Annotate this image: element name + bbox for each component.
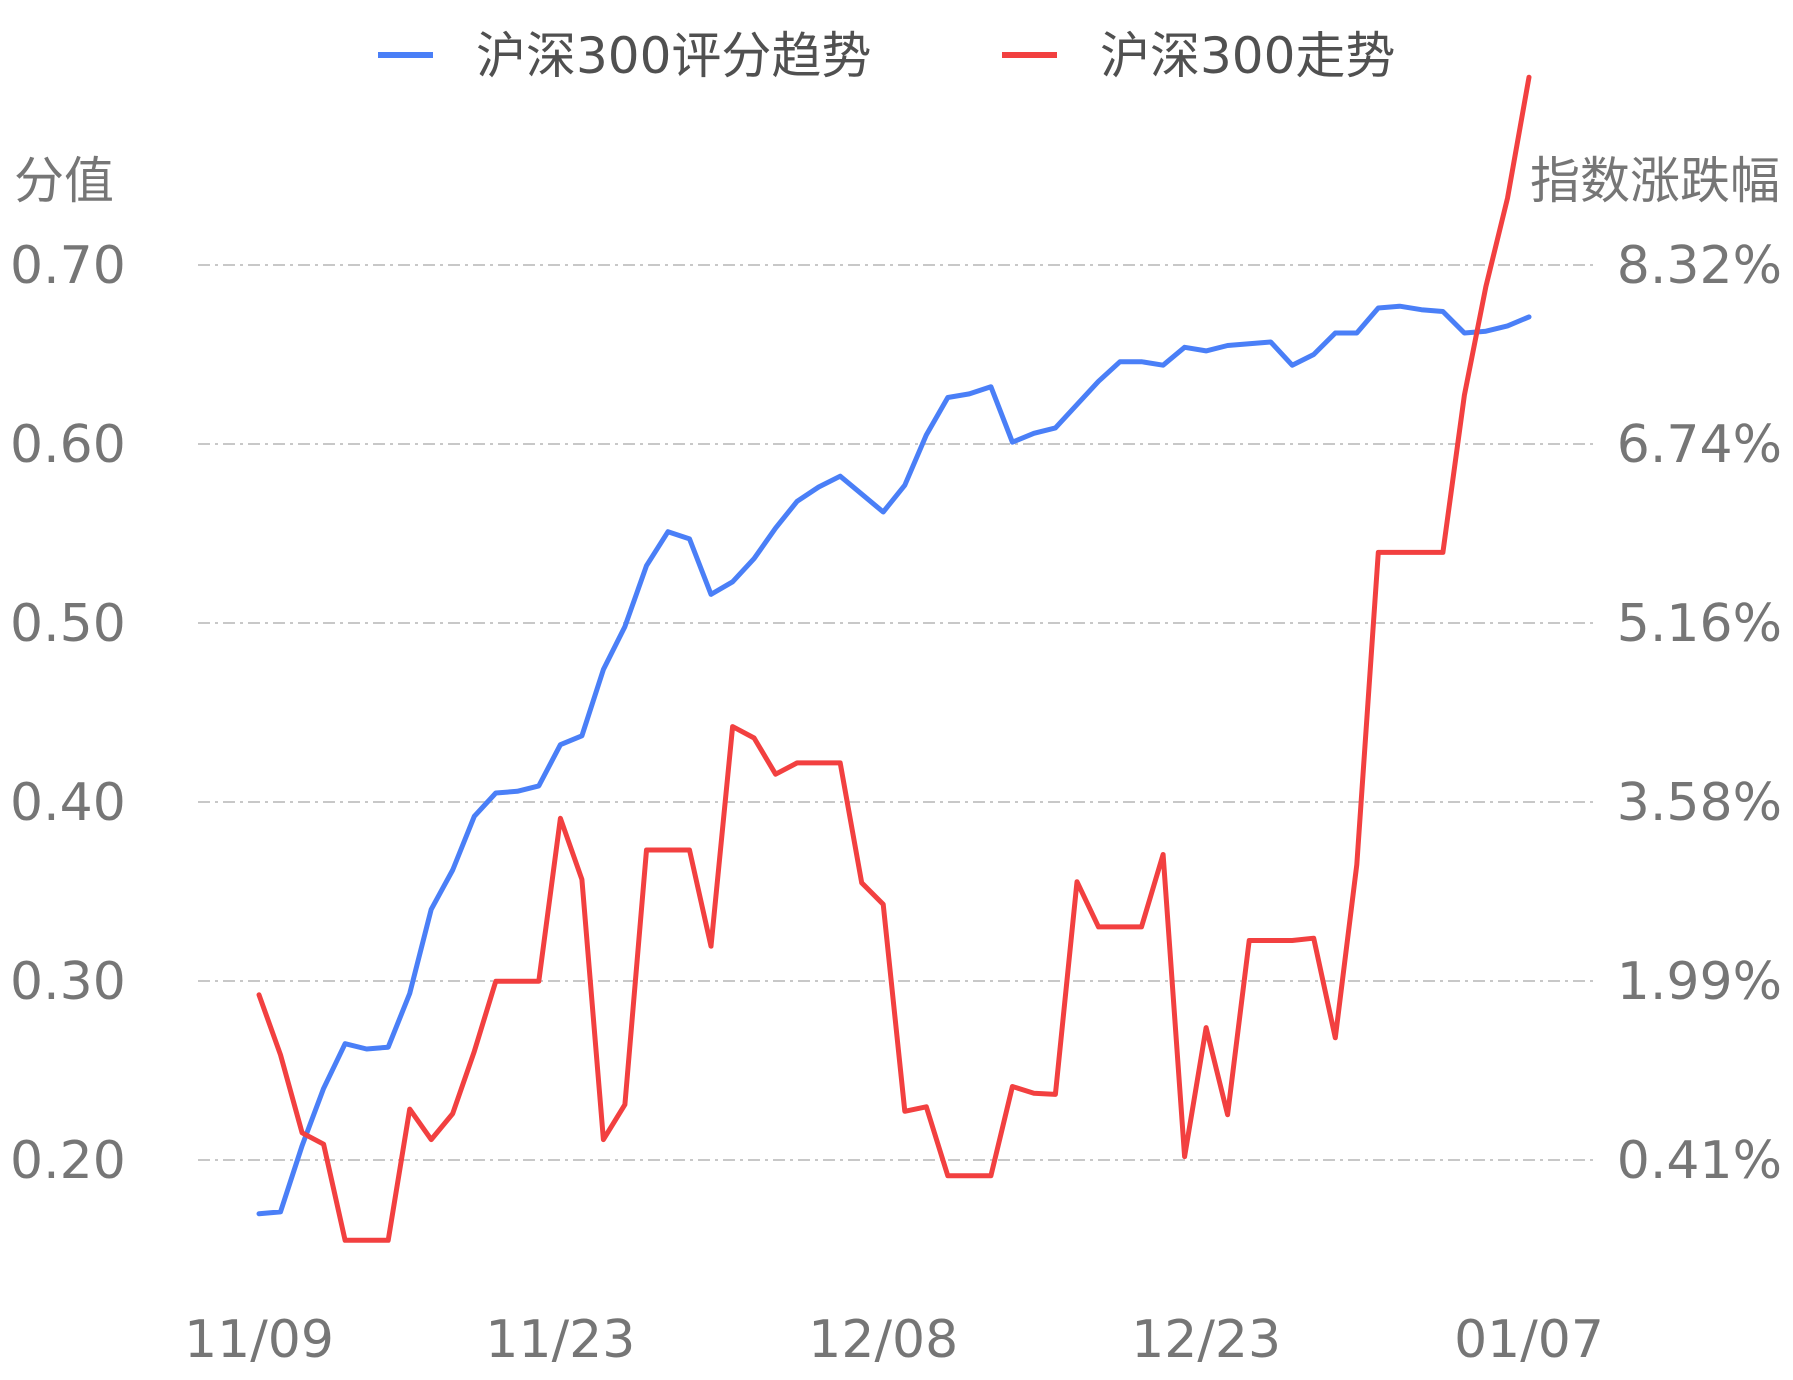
series-line-index	[256, 74, 1532, 1243]
x-axis-ticks: 11/09 11/23 12/08 12/23 01/07	[184, 1310, 1604, 1370]
y-right-tick-label: 0.41%	[1617, 1131, 1782, 1191]
y-left-tick-label: 0.60	[10, 415, 126, 475]
y-left-tick-label: 0.30	[10, 952, 126, 1012]
grid-lines	[198, 264, 1598, 1161]
legend-label-index[interactable]: 沪深300走势	[1100, 27, 1395, 85]
x-tick-label: 12/23	[1131, 1310, 1281, 1370]
y-right-tick-label: 5.16%	[1617, 594, 1782, 654]
y-left-axis-ticks: 0.70 0.60 0.50 0.40 0.30 0.20	[10, 236, 126, 1191]
x-tick-label: 11/23	[485, 1310, 635, 1370]
y-right-tick-label: 3.58%	[1617, 773, 1782, 833]
y-right-axis-ticks: 8.32% 6.74% 5.16% 3.58% 1.99% 0.41%	[1617, 236, 1782, 1191]
y-left-tick-label: 0.20	[10, 1131, 126, 1191]
series-line-score	[256, 303, 1532, 1217]
legend-label-score[interactable]: 沪深300评分趋势	[476, 27, 871, 85]
series-lines	[256, 74, 1532, 1243]
y-left-tick-label: 0.40	[10, 773, 126, 833]
y-left-axis-title: 分值	[14, 152, 114, 210]
x-tick-label: 11/09	[184, 1310, 334, 1370]
y-right-tick-label: 8.32%	[1617, 236, 1782, 296]
legend: 沪深300评分趋势 沪深300走势	[378, 27, 1395, 85]
y-right-axis-title: 指数涨跌幅	[1530, 152, 1780, 210]
x-tick-label: 01/07	[1454, 1310, 1604, 1370]
y-right-tick-label: 6.74%	[1617, 415, 1782, 475]
x-tick-label: 12/08	[808, 1310, 958, 1370]
y-left-tick-label: 0.70	[10, 236, 126, 296]
y-left-tick-label: 0.50	[10, 594, 126, 654]
y-right-tick-label: 1.99%	[1617, 952, 1782, 1012]
